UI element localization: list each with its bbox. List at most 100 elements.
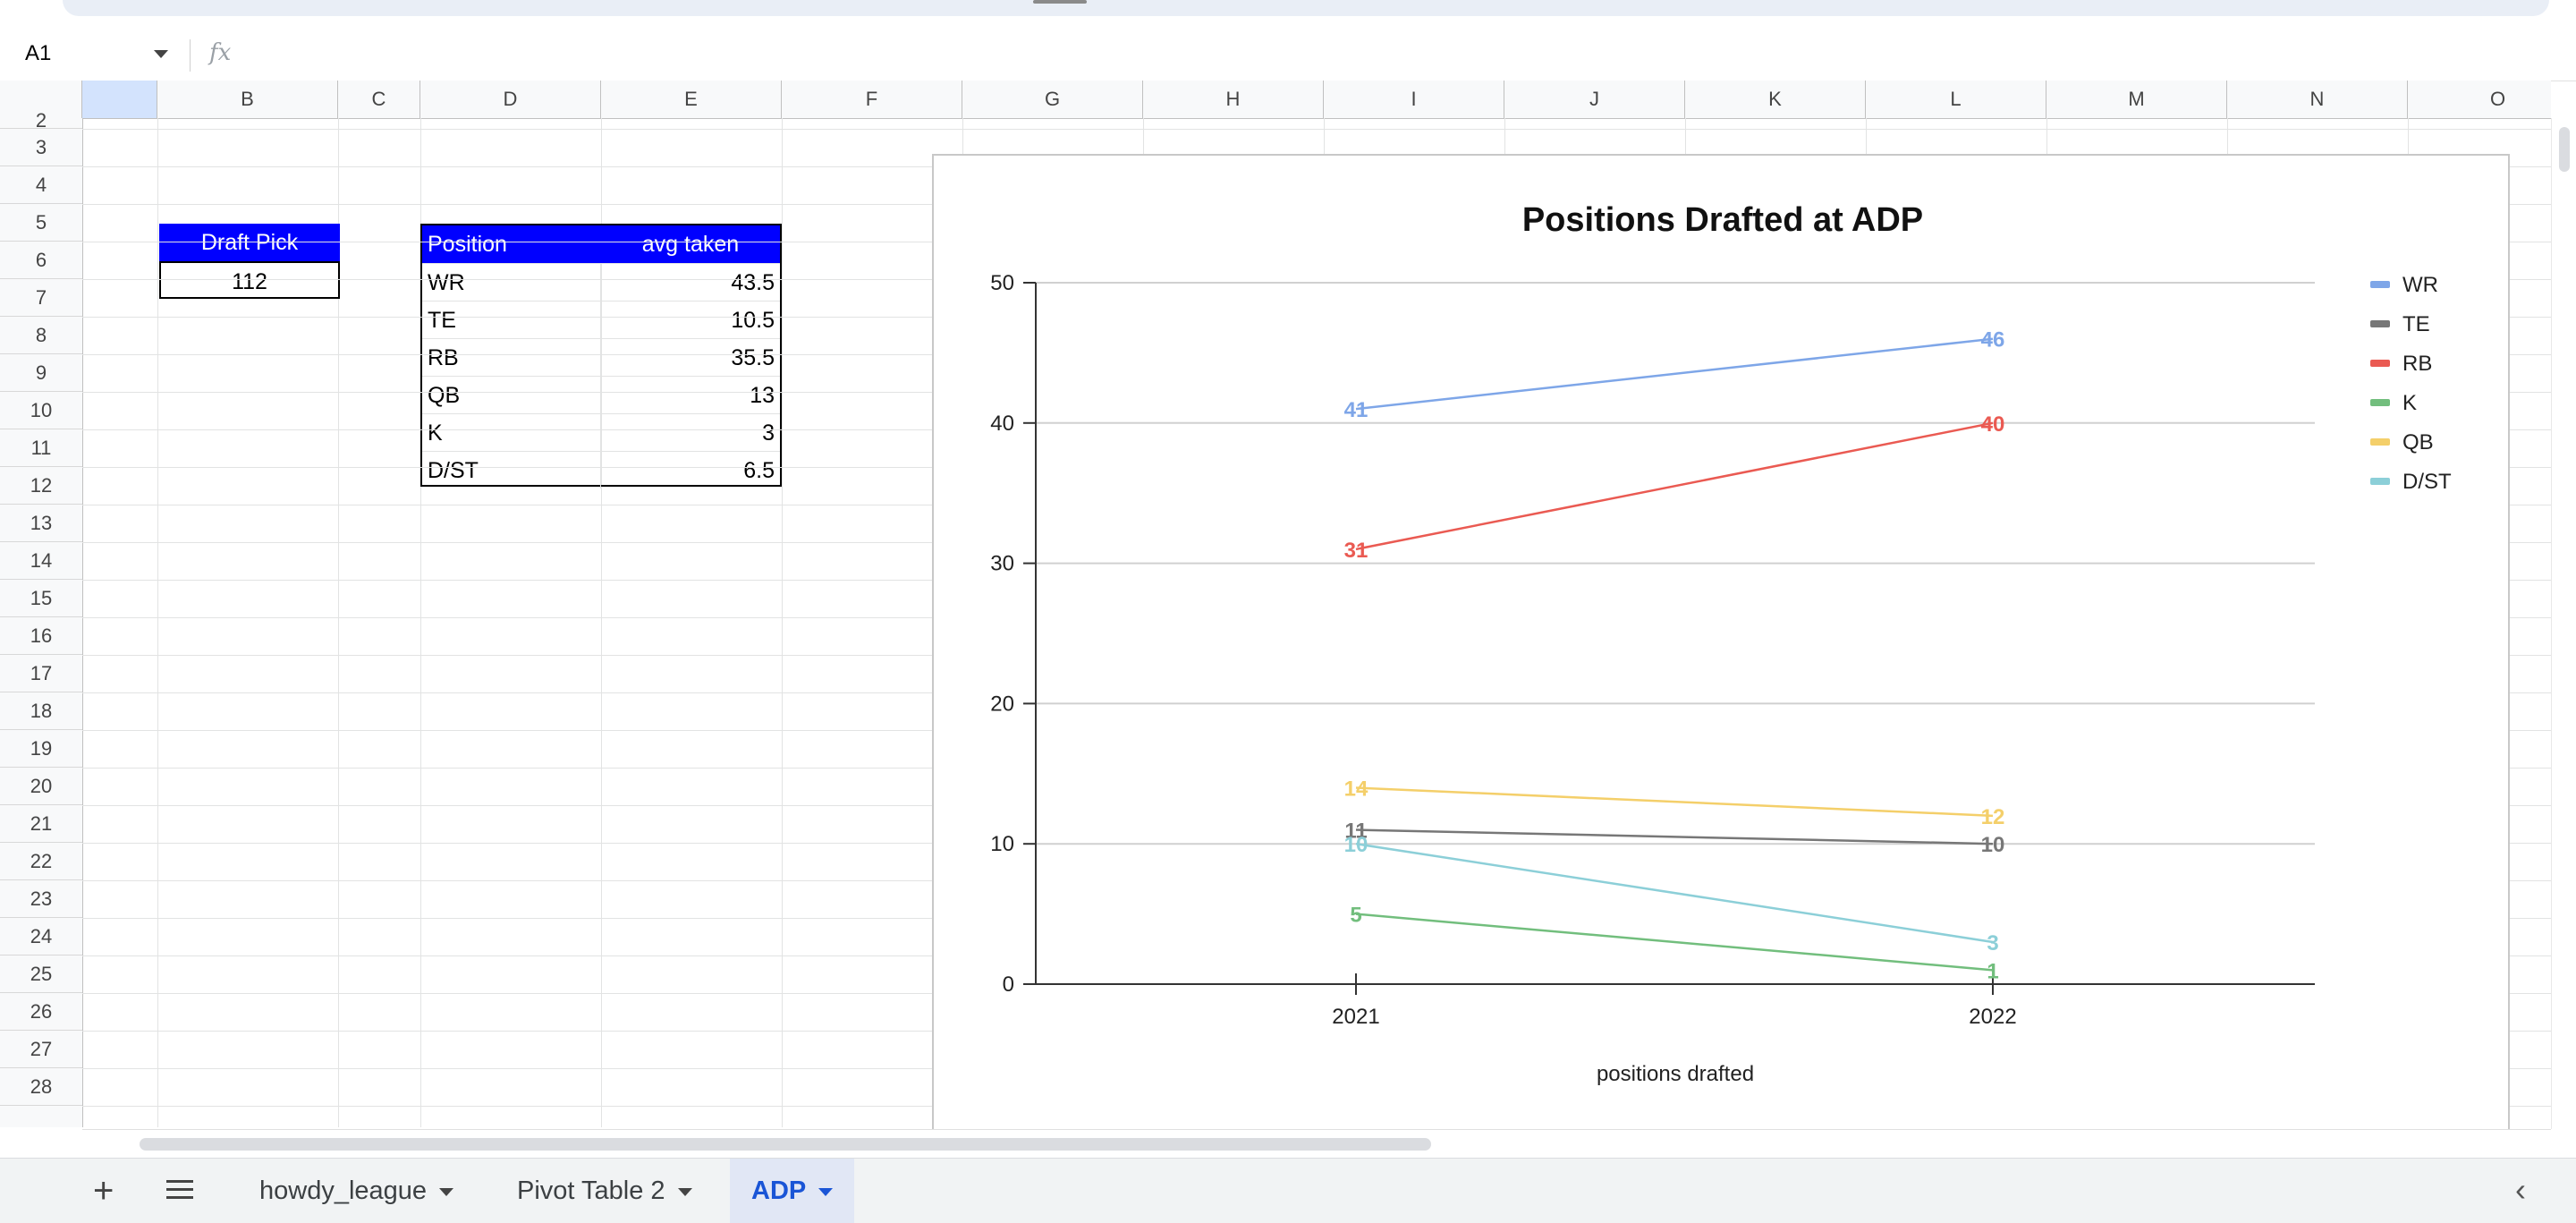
row-header-27[interactable]: 27 <box>0 1031 82 1068</box>
data-label: 40 <box>1981 412 2005 437</box>
data-label: 14 <box>1344 777 1368 801</box>
legend-swatch <box>2370 281 2390 288</box>
column-header-b[interactable]: B <box>157 81 338 118</box>
x-axis-label: positions drafted <box>1597 1062 1754 1086</box>
position-cell[interactable]: K <box>422 413 601 451</box>
row-header-16[interactable]: 16 <box>0 617 82 655</box>
draft-pick-value[interactable]: 112 <box>159 261 340 299</box>
legend-swatch <box>2370 360 2390 367</box>
column-header-f[interactable]: F <box>782 81 962 118</box>
position-column-header[interactable]: Position <box>428 232 507 257</box>
position-cell[interactable]: RB <box>422 338 601 376</box>
row-header-9[interactable]: 9 <box>0 354 82 392</box>
data-label: 10 <box>1344 833 1368 857</box>
column-header-c[interactable]: C <box>338 81 420 118</box>
add-sheet-icon[interactable]: + <box>93 1171 114 1210</box>
series-line-rb <box>1355 421 1994 551</box>
avg-taken-column-header[interactable]: avg taken <box>641 232 740 257</box>
column-header-d[interactable]: D <box>420 81 601 118</box>
tab-howdy-league[interactable]: howdy_league <box>238 1159 475 1223</box>
row-header-28[interactable]: 28 <box>0 1068 82 1106</box>
row-header-25[interactable]: 25 <box>0 955 82 993</box>
avg-taken-cell[interactable]: 6.5 <box>601 451 780 488</box>
column-header-i[interactable]: I <box>1324 81 1504 118</box>
column-header-n[interactable]: N <box>2227 81 2408 118</box>
select-all-corner[interactable] <box>0 81 82 118</box>
avg-taken-cell[interactable]: 10.5 <box>601 301 780 338</box>
sheet-tab-bar: + howdy_league Pivot Table 2 ADP ‹ <box>0 1158 2576 1223</box>
row-header-8[interactable]: 8 <box>0 317 82 354</box>
all-sheets-menu-icon[interactable] <box>166 1180 193 1204</box>
name-box-dropdown-icon[interactable] <box>154 50 168 58</box>
horizontal-scrollbar-thumb[interactable] <box>140 1138 1431 1151</box>
avg-taken-cell[interactable]: 13 <box>601 376 780 413</box>
row-header-20[interactable]: 20 <box>0 768 82 805</box>
row-header-7[interactable]: 7 <box>0 279 82 317</box>
row-header-4[interactable]: 4 <box>0 166 82 204</box>
row-gridline <box>82 129 2551 130</box>
row-header-14[interactable]: 14 <box>0 542 82 580</box>
tab-pivot-table-2[interactable]: Pivot Table 2 <box>496 1159 714 1223</box>
row-header-2[interactable]: 2 <box>0 111 82 131</box>
name-box[interactable]: A1 <box>25 41 52 65</box>
data-label: 31 <box>1344 539 1368 563</box>
row-header-18[interactable]: 18 <box>0 692 82 730</box>
column-header-g[interactable]: G <box>962 81 1143 118</box>
avg-taken-cell[interactable]: 35.5 <box>601 338 780 376</box>
row-header-22[interactable]: 22 <box>0 843 82 880</box>
column-header-o[interactable]: O <box>2408 81 2551 118</box>
collapse-sidebar-icon[interactable]: ‹ <box>2515 1171 2526 1208</box>
avg-taken-cell[interactable]: 43.5 <box>601 263 780 301</box>
column-header-k[interactable]: K <box>1685 81 1866 118</box>
formula-bar: A1 fx <box>0 30 2576 81</box>
row-header-23[interactable]: 23 <box>0 880 82 918</box>
vertical-scrollbar-thumb[interactable] <box>2559 127 2570 172</box>
position-cell[interactable]: D/ST <box>422 451 601 488</box>
row-header-15[interactable]: 15 <box>0 580 82 617</box>
y-tick-label: 30 <box>990 552 1014 576</box>
row-header-24[interactable]: 24 <box>0 918 82 955</box>
row-header-26[interactable]: 26 <box>0 993 82 1031</box>
legend-swatch <box>2370 399 2390 406</box>
row-header-19[interactable]: 19 <box>0 730 82 768</box>
position-cell[interactable]: QB <box>422 376 601 413</box>
column-header-l[interactable]: L <box>1866 81 2046 118</box>
column-header-j[interactable]: J <box>1504 81 1685 118</box>
row-header-5[interactable]: 5 <box>0 204 82 242</box>
chevron-down-icon[interactable] <box>439 1187 454 1196</box>
drag-handle-icon[interactable] <box>1033 0 1087 4</box>
series-line-k <box>1355 913 1994 972</box>
legend-label-qb: QB <box>2402 430 2434 454</box>
chart-title: Positions Drafted at ADP <box>1522 201 1923 239</box>
legend-label-rb: RB <box>2402 352 2432 376</box>
y-tick-label: 50 <box>990 271 1014 295</box>
column-header-h[interactable]: H <box>1143 81 1324 118</box>
row-header-11[interactable]: 11 <box>0 429 82 467</box>
row-header-17[interactable]: 17 <box>0 655 82 692</box>
column-header-m[interactable]: M <box>2046 81 2227 118</box>
row-header-21[interactable]: 21 <box>0 805 82 843</box>
legend-swatch <box>2370 478 2390 485</box>
row-header-6[interactable]: 6 <box>0 242 82 279</box>
column-header-a[interactable] <box>82 81 157 118</box>
avg-taken-cell[interactable]: 3 <box>601 413 780 451</box>
vertical-scrollbar[interactable] <box>2551 118 2576 1129</box>
tab-adp[interactable]: ADP <box>730 1159 855 1223</box>
row-header-3[interactable]: 3 <box>0 129 82 166</box>
row-header-13[interactable]: 13 <box>0 505 82 542</box>
column-header-e[interactable]: E <box>601 81 782 118</box>
line-chart[interactable]: Positions Drafted at ADP 0 10 20 30 40 50 2021 2… <box>932 154 2510 1131</box>
legend-swatch <box>2370 438 2390 446</box>
tab-label: Pivot Table 2 <box>517 1176 665 1205</box>
position-cell[interactable]: WR <box>422 263 601 301</box>
toolbar-collapsed-bar[interactable] <box>63 0 2549 16</box>
chevron-down-icon[interactable] <box>818 1187 834 1196</box>
draft-pick-header[interactable]: Draft Pick <box>159 224 340 261</box>
row-header-12[interactable]: 12 <box>0 467 82 505</box>
horizontal-scrollbar[interactable] <box>82 1129 2551 1159</box>
legend-label-k: K <box>2402 391 2417 415</box>
formula-bar-divider <box>190 39 191 72</box>
row-header-10[interactable]: 10 <box>0 392 82 429</box>
chevron-down-icon[interactable] <box>677 1187 692 1196</box>
position-cell[interactable]: TE <box>422 301 601 338</box>
